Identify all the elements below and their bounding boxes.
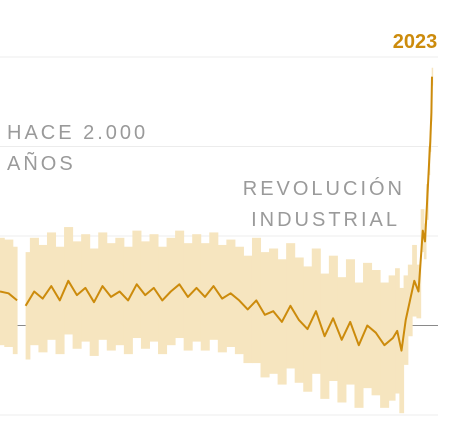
- annotation: INDUSTRIAL: [251, 209, 400, 231]
- uncertainty-band: [0, 67, 434, 414]
- line-layer: [0, 76, 433, 352]
- band-segment: [25, 252, 31, 360]
- data-line: [0, 76, 433, 352]
- annotation: HACE 2.000: [7, 122, 148, 144]
- annotation: REVOLUCIÓN: [243, 177, 405, 200]
- end-label: 2023: [393, 31, 438, 53]
- band-segment: [12, 246, 18, 355]
- annotation: AÑOS: [7, 151, 76, 175]
- band-segment: [431, 67, 434, 86]
